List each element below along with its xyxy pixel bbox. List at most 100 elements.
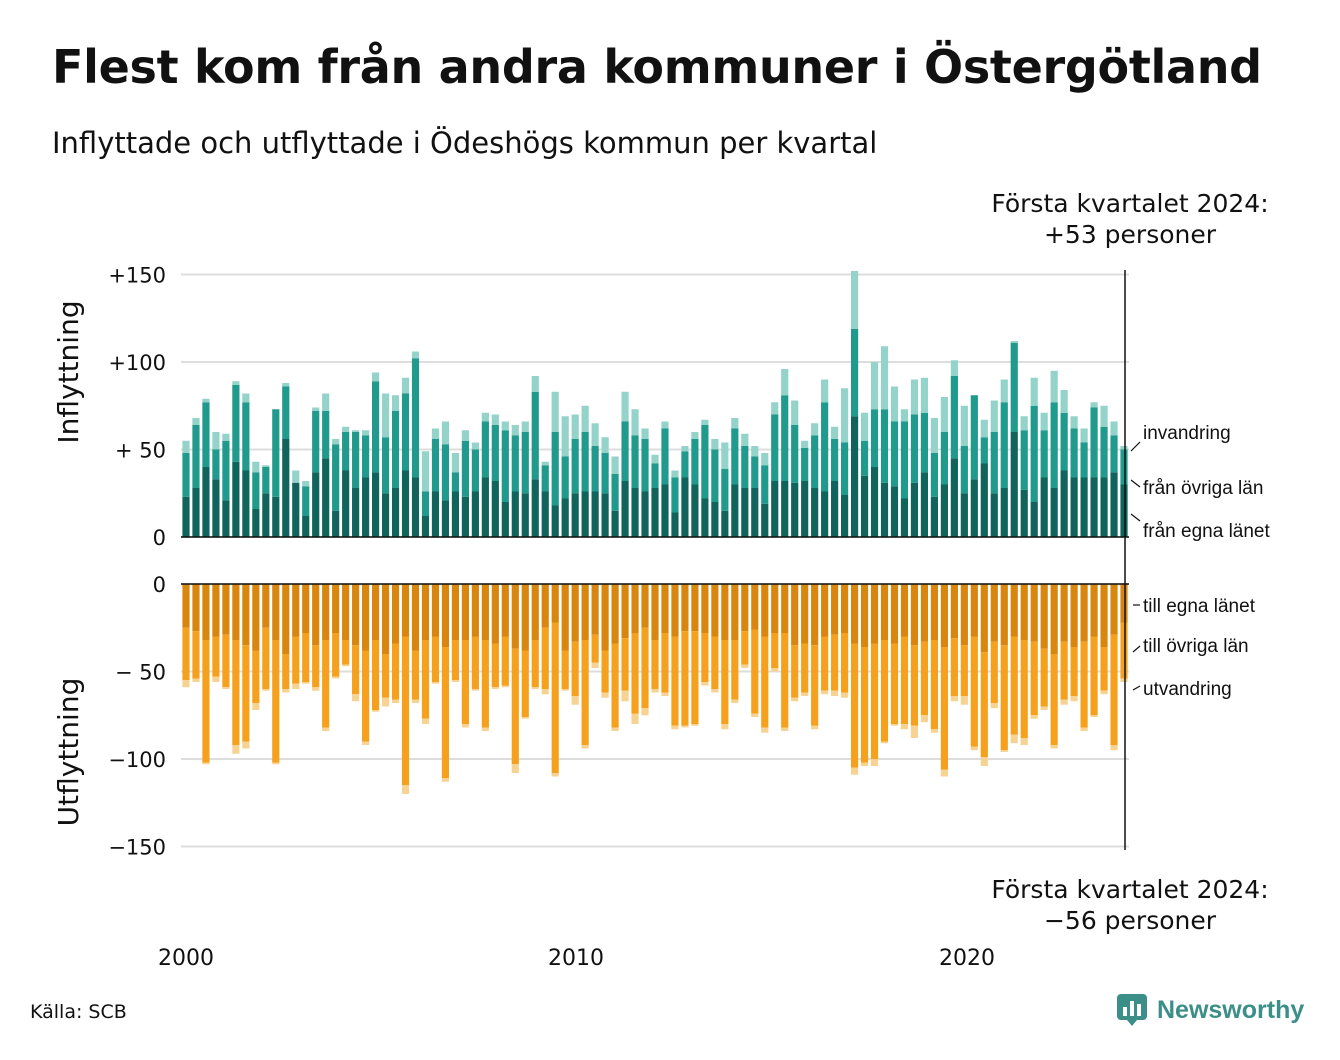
bar-utflyttning-2 [641,708,649,716]
bar-utflyttning-0 [621,584,629,639]
bar-utflyttning-1 [651,640,659,689]
bar-utflyttning-2 [721,724,729,730]
bar-utflyttning-0 [1020,584,1028,640]
bar-utflyttning-0 [381,584,390,654]
bar-inflyttning-1 [860,440,869,476]
bar-inflyttning-0 [202,467,210,537]
bar-inflyttning-1 [870,409,879,467]
bar-inflyttning-2 [212,432,220,450]
bar-utflyttning-1 [551,622,559,773]
bar-utflyttning-1 [292,636,300,684]
bar-utflyttning-1 [431,636,440,682]
bar-inflyttning-1 [601,453,609,494]
bar-inflyttning-1 [611,474,619,511]
bar-utflyttning-1 [930,640,938,730]
bar-inflyttning-0 [541,491,549,537]
bar-inflyttning-1 [691,439,699,485]
bar-inflyttning-0 [182,496,190,537]
bar-utflyttning-0 [431,584,440,637]
bar-inflyttning-2 [521,421,529,432]
bar-inflyttning-1 [362,435,370,478]
bar-utflyttning-1 [312,645,320,688]
bar-utflyttning-2 [372,710,380,712]
bar-inflyttning-2 [401,377,410,394]
bar-utflyttning-0 [312,584,320,646]
bar-inflyttning-0 [352,488,360,537]
bar-utflyttning-2 [960,696,968,705]
bar-utflyttning-1 [242,645,250,742]
bar-utflyttning-2 [791,697,799,702]
bar-inflyttning-1 [801,447,809,481]
bar-utflyttning-0 [1080,584,1088,642]
bar-utflyttning-1 [711,636,719,689]
bar-inflyttning-0 [761,503,769,537]
bar-inflyttning-1 [262,467,270,494]
bar-inflyttning-1 [232,384,240,462]
bar-inflyttning-0 [1070,477,1078,537]
bar-inflyttning-0 [242,470,250,537]
bar-utflyttning-0 [362,584,370,651]
bar-utflyttning-2 [681,725,689,728]
bar-inflyttning-0 [1110,472,1118,537]
bar-utflyttning-0 [691,584,699,632]
bar-utflyttning-2 [481,727,489,731]
bar-inflyttning-0 [212,479,220,537]
bar-utflyttning-2 [850,767,859,775]
bar-utflyttning-2 [232,745,240,754]
bar-utflyttning-1 [541,627,549,689]
bar-utflyttning-0 [282,584,290,654]
bar-inflyttning-2 [391,395,400,411]
bar-utflyttning-2 [910,725,919,738]
bar-utflyttning-1 [282,654,290,689]
bar-inflyttning-1 [1090,407,1098,478]
bar-inflyttning-0 [1040,477,1048,537]
bar-utflyttning-2 [322,727,330,731]
annotation-out-line1: Första kvartalet 2024: [991,875,1268,904]
bar-inflyttning-0 [491,481,499,537]
bar-inflyttning-2 [671,470,679,478]
bar-utflyttning-1 [581,640,589,745]
bar-inflyttning-0 [551,505,559,537]
bar-inflyttning-0 [1000,488,1008,537]
bar-inflyttning-1 [821,402,829,492]
bar-utflyttning-2 [900,724,909,730]
bar-inflyttning-1 [212,449,220,480]
bar-inflyttning-0 [821,491,829,537]
bar-utflyttning-0 [541,584,549,628]
bar-utflyttning-0 [551,584,559,623]
bar-utflyttning-2 [421,718,430,724]
bar-inflyttning-2 [801,440,809,448]
bar-utflyttning-2 [222,687,230,689]
bar-inflyttning-1 [491,425,499,481]
bar-inflyttning-0 [461,496,469,537]
bar-inflyttning-0 [591,491,599,537]
bar-inflyttning-2 [1040,412,1048,431]
bar-inflyttning-1 [521,432,529,494]
bar-utflyttning-0 [1090,584,1098,637]
bar-inflyttning-0 [421,516,430,537]
bar-inflyttning-2 [561,416,569,457]
bar-utflyttning-0 [581,584,589,640]
bar-utflyttning-0 [342,584,350,640]
bar-utflyttning-2 [1100,690,1108,695]
bar-inflyttning-1 [342,432,350,471]
bar-utflyttning-2 [711,689,719,693]
bar-inflyttning-1 [511,435,519,492]
bar-utflyttning-0 [781,584,789,633]
bar-utflyttning-0 [481,584,489,640]
bar-inflyttning-2 [372,372,380,382]
bar-inflyttning-2 [860,412,869,441]
bar-inflyttning-1 [711,449,719,502]
bar-utflyttning-1 [900,636,909,724]
bar-inflyttning-2 [711,439,719,450]
bar-inflyttning-0 [850,416,859,537]
bar-inflyttning-0 [611,510,619,537]
bar-utflyttning-0 [711,584,719,637]
bar-utflyttning-2 [1110,745,1118,751]
bar-utflyttning-0 [352,584,360,646]
bar-inflyttning-2 [541,461,549,466]
bar-inflyttning-0 [930,496,938,537]
bar-inflyttning-1 [302,486,310,516]
bar-inflyttning-2 [940,397,948,432]
bar-inflyttning-2 [751,446,759,457]
